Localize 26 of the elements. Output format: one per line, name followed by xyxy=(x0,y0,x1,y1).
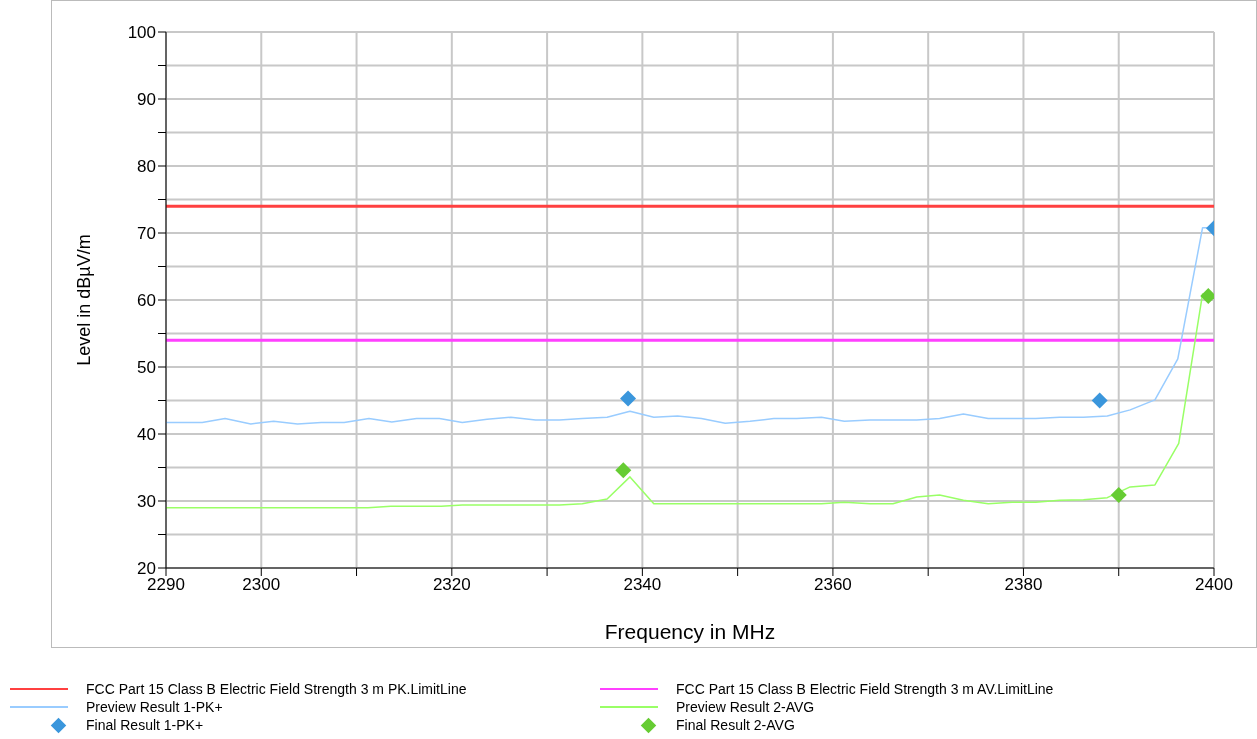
y-axis-title: Level in dBµV/m xyxy=(74,234,95,366)
legend-label: Preview Result 2-AVG xyxy=(676,698,815,716)
y-tick-label: 40 xyxy=(137,425,156,445)
point xyxy=(615,462,632,479)
y-tick-label: 90 xyxy=(137,90,156,110)
legend-label: FCC Part 15 Class B Electric Field Strength 3 m AV.LimitLine xyxy=(676,680,1054,698)
legend-label: Final Result 1-PK+ xyxy=(86,716,204,734)
x-tick-label: 2380 xyxy=(1004,575,1043,595)
point xyxy=(1110,486,1127,503)
y-tick-label: 30 xyxy=(137,492,156,512)
y-tick-label: 50 xyxy=(137,358,156,378)
y-tick-label: 80 xyxy=(137,157,156,177)
point xyxy=(620,390,637,407)
x-tick-label: 2340 xyxy=(623,575,662,595)
x-tick-label: 2400 xyxy=(1195,575,1233,595)
y-tick-label: 100 xyxy=(127,23,156,43)
y-tick-label: 60 xyxy=(137,291,156,311)
x-tick-label: 2360 xyxy=(814,575,852,595)
x-axis-title: Frequency in MHz xyxy=(604,620,776,643)
x-tick-label: 2300 xyxy=(242,575,281,595)
legend-label: FCC Part 15 Class B Electric Field Strength 3 m PK.LimitLine xyxy=(86,680,467,698)
x-tick-label: 2320 xyxy=(432,575,471,595)
legend-label: Preview Result 1-PK+ xyxy=(86,698,223,716)
point xyxy=(1091,392,1108,409)
legend-label: Final Result 2-AVG xyxy=(676,716,795,734)
y-tick-label: 70 xyxy=(137,224,156,244)
